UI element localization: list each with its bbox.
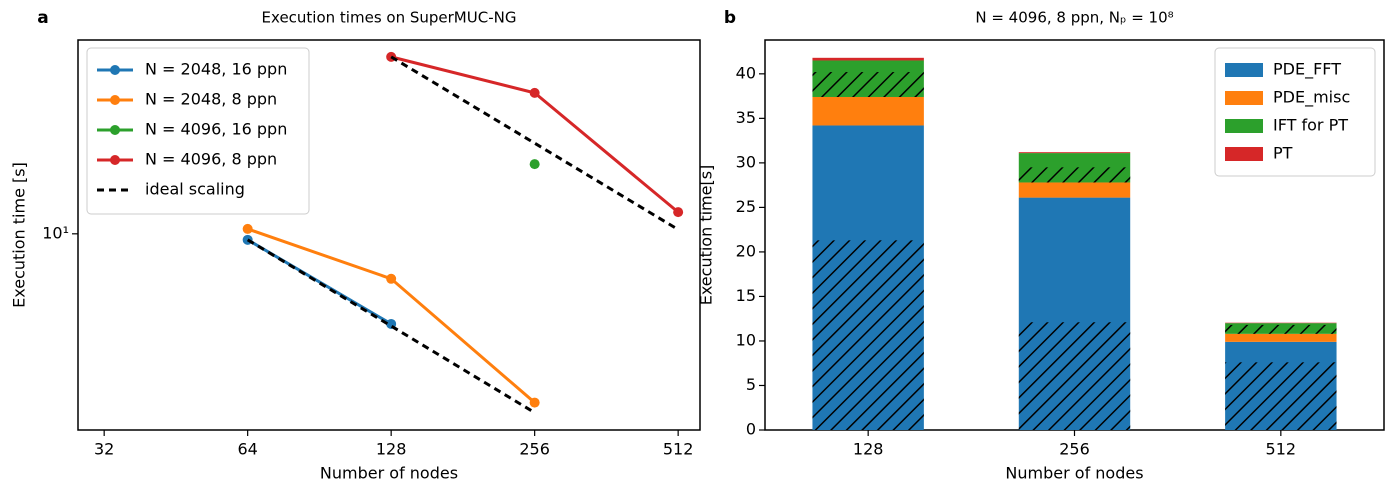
y-tick-label: 40 [736, 63, 756, 82]
hatched-segment [1018, 322, 1131, 430]
x-tick-label: 128 [376, 440, 407, 459]
bar-segment [1225, 333, 1337, 342]
panel-label: b [724, 8, 736, 28]
legend-swatch [1225, 119, 1263, 133]
chart-title: N = 4096, 8 ppn, Nₚ = 10⁸ [975, 9, 1173, 27]
legend-marker [110, 125, 120, 135]
legend-label: ideal scaling [145, 180, 245, 199]
bar-segment [812, 57, 924, 61]
legend-swatch [1225, 91, 1263, 105]
y-tick-label: 15 [736, 286, 756, 305]
legend-label: N = 2048, 16 ppn [145, 60, 287, 79]
point [529, 159, 540, 170]
y-tick-label: 35 [736, 108, 756, 127]
bar-segment [1018, 182, 1131, 198]
legend-marker [110, 65, 120, 75]
series-line [246, 55, 679, 414]
point [529, 87, 540, 98]
hatched-segment [812, 72, 924, 97]
point [529, 397, 540, 408]
chart-title: Execution times on SuperMUC-NG [262, 9, 517, 27]
point [242, 223, 253, 234]
legend-marker [110, 155, 120, 165]
y-tick-label: 30 [736, 152, 756, 171]
plot-frame [77, 39, 701, 431]
bar-segment [812, 96, 924, 126]
y-tick-label: 5 [746, 375, 756, 394]
legend-label: IFT for PT [1273, 116, 1348, 135]
panel-label: a [37, 8, 48, 28]
series-line [247, 227, 536, 404]
legend-swatch [1225, 63, 1263, 77]
y-tick-label: 10¹ [42, 223, 69, 242]
y-tick-label: 25 [736, 197, 756, 216]
hatched-segment [812, 240, 924, 430]
legend-label: PDE_FFT [1273, 60, 1341, 80]
y-tick-label: 0 [746, 420, 756, 439]
bar-segment [1018, 152, 1131, 154]
legend-label: N = 4096, 8 ppn [145, 150, 277, 169]
x-axis-label: Number of nodes [1005, 464, 1143, 483]
hatched-segment [1225, 362, 1337, 430]
x-tick-label: 64 [237, 440, 257, 459]
y-tick-label: 10 [736, 330, 756, 349]
legend-box [86, 47, 310, 215]
legend-label: PT [1273, 144, 1293, 163]
point [673, 207, 684, 218]
x-tick-label: 512 [1266, 440, 1297, 459]
legend-label: N = 2048, 8 ppn [145, 90, 277, 109]
hatched-segment [1225, 324, 1337, 334]
x-tick-label: 256 [1059, 440, 1090, 459]
y-axis-label: Execution time [s] [10, 162, 29, 308]
series-line [390, 55, 680, 214]
legend-marker [110, 95, 120, 105]
x-tick-label: 32 [94, 440, 114, 459]
hatched-segment [1018, 167, 1131, 183]
x-axis-label: Number of nodes [320, 464, 458, 483]
x-tick-label: 256 [519, 440, 550, 459]
legend-label: PDE_misc [1273, 88, 1350, 108]
legend-swatch [1225, 147, 1263, 161]
y-tick-label: 20 [736, 241, 756, 260]
x-tick-label: 512 [663, 440, 694, 459]
legend-box [1214, 47, 1376, 177]
legend-label: N = 4096, 16 ppn [145, 120, 287, 139]
point [386, 273, 397, 284]
y-axis-label: Execution time[s] [697, 165, 716, 306]
x-tick-label: 128 [853, 440, 884, 459]
